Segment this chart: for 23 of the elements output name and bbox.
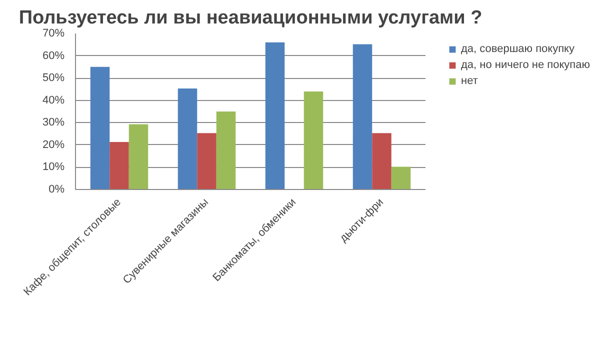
y-tick-label: 10% <box>42 161 65 174</box>
bar <box>90 66 110 190</box>
y-tick-label: 40% <box>42 94 65 106</box>
legend-label: да, совершаю покупку <box>461 43 574 55</box>
bar <box>304 91 324 190</box>
y-tick-label: 30% <box>42 116 65 129</box>
chart-title: Пользуетесь ли вы неавиационными услугами ? <box>18 8 482 28</box>
bar <box>197 133 216 190</box>
bar <box>391 166 411 190</box>
bar <box>216 112 236 190</box>
bar <box>265 42 285 190</box>
bar <box>372 133 392 190</box>
y-tick-label: 60% <box>42 50 65 62</box>
y-tick-label: 50% <box>42 72 65 84</box>
legend-label: да, но ничего не покупаю <box>461 59 590 71</box>
bar <box>352 44 372 190</box>
y-tick-label: 20% <box>42 138 65 151</box>
y-tick-label: 0% <box>48 184 65 196</box>
legend-label: нет <box>461 75 479 87</box>
bar <box>128 124 148 190</box>
bar <box>178 88 198 190</box>
bar <box>110 142 129 190</box>
y-tick-label: 70% <box>42 28 65 40</box>
